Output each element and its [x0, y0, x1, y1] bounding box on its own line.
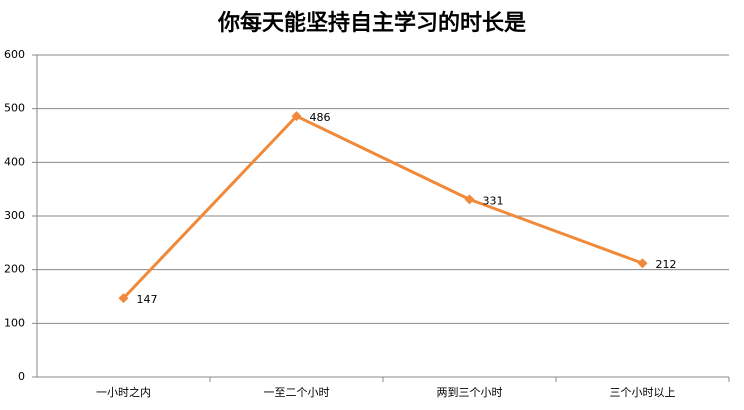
y-tick-label: 300	[4, 209, 25, 222]
x-tick-label: 一至二个小时	[264, 386, 330, 399]
marker	[637, 258, 648, 269]
data-label: 212	[656, 258, 677, 271]
y-tick-label: 600	[4, 48, 25, 61]
y-tick-label: 100	[4, 316, 25, 329]
marker	[291, 111, 302, 122]
y-tick-label: 0	[18, 370, 25, 383]
data-label: 486	[310, 111, 331, 124]
y-tick-label: 200	[4, 263, 25, 276]
data-label: 147	[137, 293, 158, 306]
data-label: 331	[483, 194, 504, 207]
marker	[118, 293, 129, 304]
line	[122, 114, 644, 300]
x-tick-label: 一小时之内	[96, 385, 151, 399]
y-tick-label: 500	[4, 102, 25, 115]
y-tick-label: 400	[4, 155, 25, 168]
x-tick-label: 三个小时以上	[610, 386, 676, 399]
marker	[464, 194, 475, 205]
chart-title: 你每天能坚持自主学习的时长是	[217, 10, 526, 36]
x-tick-label: 两到三个小时	[437, 386, 503, 399]
